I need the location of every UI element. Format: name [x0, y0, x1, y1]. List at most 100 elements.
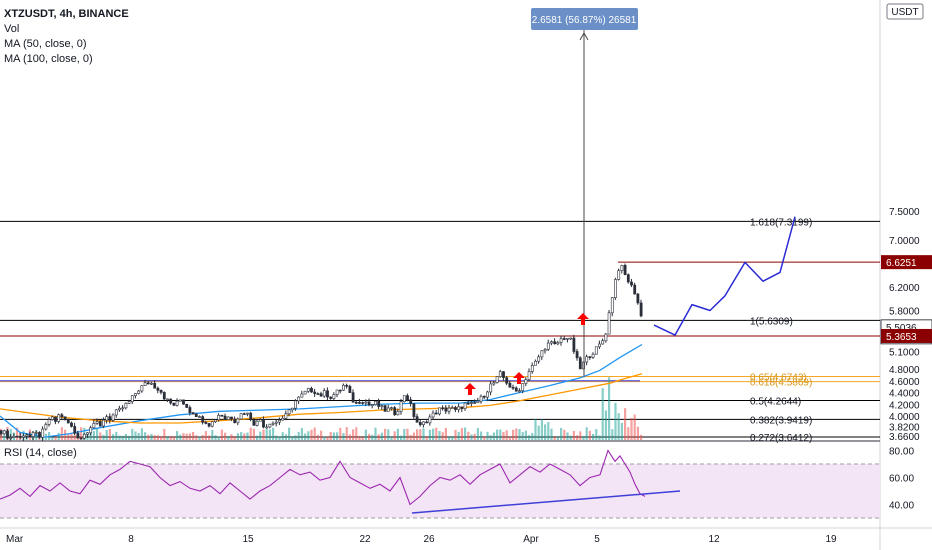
candle-body — [486, 391, 489, 398]
volume-bar — [486, 431, 489, 440]
candle-body — [121, 407, 125, 410]
volume-bar — [457, 431, 460, 440]
volume-bar — [435, 427, 438, 440]
candle-body — [230, 416, 233, 420]
candle-body — [175, 400, 179, 406]
candle-body — [172, 402, 176, 406]
candle-body — [226, 416, 230, 420]
volume-bar — [156, 435, 159, 440]
candle-body — [47, 419, 51, 425]
volume-bar — [473, 433, 476, 440]
volume-bar — [505, 430, 508, 440]
volume-bar — [454, 429, 457, 440]
candle-body — [639, 302, 643, 317]
candle-body — [482, 395, 486, 398]
measure-box[interactable] — [531, 8, 638, 30]
candle-body — [601, 340, 605, 345]
volume-bar — [252, 428, 255, 440]
candle-body — [95, 421, 99, 424]
volume-bar — [204, 431, 207, 440]
candle-body — [575, 351, 579, 359]
candle-body — [383, 405, 387, 412]
volume-bar — [601, 388, 604, 440]
candle-body — [425, 421, 429, 424]
volume-bar — [512, 429, 515, 440]
x-tick-7: 12 — [708, 534, 720, 545]
volume-bar — [208, 435, 211, 440]
candle-body — [319, 393, 323, 397]
rsi-tick-2: 40.00 — [889, 501, 914, 512]
y-tick-9: 4.4000 — [889, 389, 920, 400]
candle-body — [12, 435, 16, 438]
candle-body — [66, 418, 70, 424]
candle-body — [194, 413, 198, 417]
candle-body — [73, 426, 77, 434]
rsi-line — [0, 449, 646, 506]
projection-path — [653, 216, 796, 336]
x-tick-8: 19 — [825, 534, 837, 545]
volume-bar — [102, 434, 105, 440]
fib-label-4: 0.5(4.2644) — [750, 396, 801, 407]
candle-body — [310, 388, 313, 393]
chart-symbol-title: XTZUSDT, 4h, BINANCE — [4, 8, 129, 20]
candle-body — [527, 371, 531, 380]
volume-bar — [150, 433, 153, 440]
candle-body — [364, 401, 368, 404]
candle-body — [63, 416, 67, 420]
volume-bar — [291, 436, 294, 440]
candle-body — [220, 414, 224, 417]
candle-body — [41, 428, 45, 438]
candle-body — [358, 402, 361, 404]
rsi-pane — [0, 449, 681, 514]
candle-body — [441, 407, 445, 410]
candle-body — [412, 403, 416, 417]
candle-body — [290, 407, 294, 411]
volume-bar — [54, 435, 57, 440]
candle-body — [630, 281, 633, 286]
candle-body — [434, 412, 438, 415]
fib-label-0: 1.618(7.3199) — [750, 217, 812, 228]
candle-body — [146, 382, 150, 385]
candle-body — [502, 371, 505, 378]
volume-bar — [201, 435, 204, 440]
volume-bar — [598, 435, 601, 440]
volume-bar — [275, 435, 278, 440]
volume-bar — [627, 427, 630, 440]
candle-body — [431, 412, 435, 418]
candle-body — [566, 337, 569, 340]
candle-body — [134, 393, 137, 396]
candle-body — [380, 405, 384, 407]
y-tick-12: 3.8200 — [889, 423, 920, 434]
volume-bar — [185, 433, 188, 440]
volume-bar — [137, 432, 140, 440]
y-tick-4: 5.8000 — [889, 306, 920, 317]
x-tick-6: 5 — [594, 534, 600, 545]
volume-bar — [604, 410, 607, 440]
candle-body — [390, 407, 393, 409]
up-arrow-1 — [513, 372, 525, 384]
candle-body — [418, 422, 422, 425]
candle-body — [236, 418, 240, 424]
candle-body — [169, 398, 173, 404]
candle-body — [127, 401, 131, 404]
measure-arrowhead — [579, 31, 589, 41]
candle-body — [498, 371, 502, 377]
candle-body — [262, 419, 265, 428]
y-tick-6: 5.1000 — [889, 348, 920, 359]
candle-body — [594, 346, 598, 355]
candle-body — [633, 284, 637, 295]
candle-body — [415, 416, 419, 423]
volume-bar — [224, 432, 227, 440]
volume-bar — [294, 435, 297, 440]
candle-body — [386, 407, 390, 412]
candle-body — [82, 434, 86, 439]
candle-body — [258, 419, 262, 422]
candle-body — [361, 402, 365, 404]
volume-bar — [256, 435, 259, 440]
candle-body — [233, 418, 237, 424]
volume-bar — [115, 431, 118, 440]
candle-body — [86, 432, 89, 435]
candle-body — [623, 265, 627, 275]
volume-bar — [118, 435, 121, 440]
